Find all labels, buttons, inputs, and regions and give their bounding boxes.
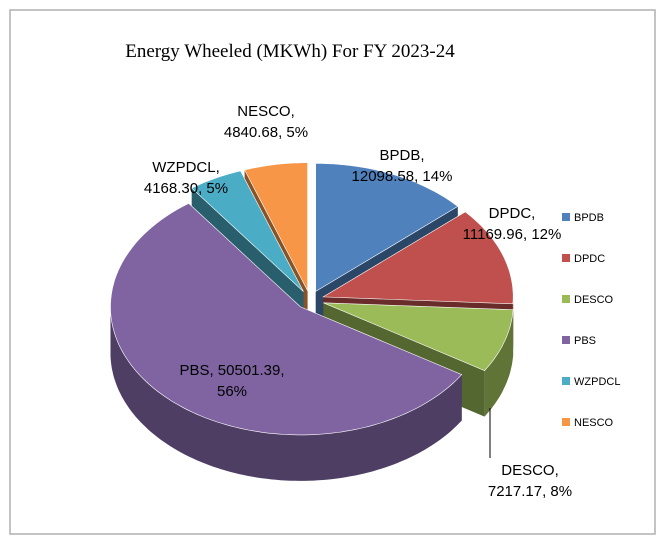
data-label: DESCO, 7217.17, 8%: [488, 462, 572, 500]
data-label-line: 11169.96, 12%: [463, 226, 562, 243]
data-label-line: 7217.17, 8%: [488, 483, 572, 500]
slice-wall: [484, 309, 514, 417]
data-label-line: DESCO,: [501, 462, 559, 479]
legend-swatch: [562, 295, 570, 303]
data-label: PBS, 50501.39, 56%: [179, 362, 284, 400]
legend-swatch: [562, 418, 570, 426]
data-label: WZPDCL, 4168.30, 5%: [144, 159, 228, 197]
legend-swatch: [562, 213, 570, 221]
data-label-line: WZPDCL,: [152, 159, 220, 176]
pie-slice: [323, 302, 514, 371]
legend-swatch: [562, 336, 570, 344]
data-label: NESCO, 4840.68, 5%: [224, 103, 308, 141]
legend-label: PBS: [574, 335, 596, 347]
pie-slice: [110, 203, 463, 436]
data-label-line: 4168.30, 5%: [144, 180, 228, 197]
legend-swatch: [562, 377, 570, 385]
pie-slice: [315, 163, 459, 292]
legend-label: DESCO: [574, 294, 614, 306]
data-label-line: 56%: [217, 383, 247, 400]
data-label-line: PBS, 50501.39,: [179, 362, 284, 379]
data-label-line: BPDB,: [379, 147, 424, 164]
data-label: DPDC, 11169.96, 12%: [463, 205, 562, 243]
legend-label: WZPDCL: [574, 376, 620, 388]
legend-label: BPDB: [574, 212, 604, 224]
legend-label: DPDC: [574, 253, 605, 265]
slice-wall: [110, 306, 462, 481]
pie-slice: [244, 162, 308, 291]
pie-slice: [191, 170, 304, 292]
data-label: BPDB, 12098.58, 14%: [352, 147, 453, 185]
chart-title: Energy Wheeled (MKWh) For FY 2023-24: [125, 41, 455, 62]
pie-slice: [322, 211, 514, 305]
data-label-line: DPDC,: [489, 205, 536, 222]
legend-swatch: [562, 254, 570, 262]
data-label-line: 4840.68, 5%: [224, 124, 308, 141]
data-label-line: NESCO,: [237, 103, 295, 120]
data-label-line: 12098.58, 14%: [352, 168, 453, 185]
legend-label: NESCO: [574, 417, 614, 429]
